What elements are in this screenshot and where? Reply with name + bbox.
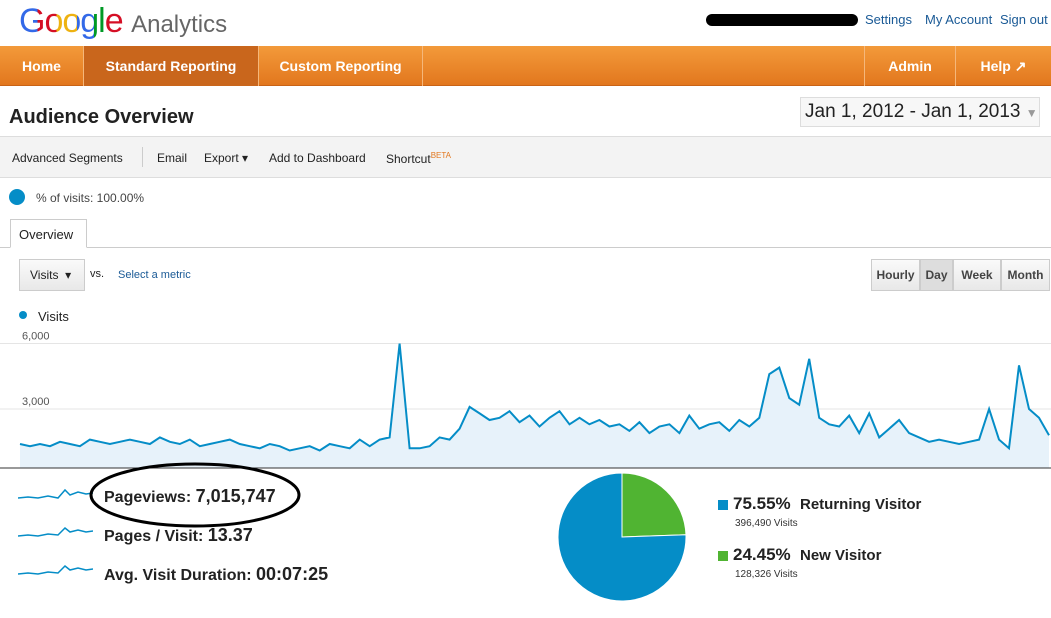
metric-select-label: Visits — [30, 268, 59, 282]
tab-line — [0, 247, 1051, 248]
y-tick-label: 3,000 — [22, 396, 50, 408]
toolbar-label: Shortcut — [386, 152, 431, 166]
logo-product: Analytics — [131, 11, 228, 38]
select-metric[interactable]: Select a metric — [118, 269, 191, 281]
pie-percent: 75.55% — [733, 494, 791, 513]
metric: Pages / Visit: 13.37 — [104, 525, 253, 546]
toolbar-label: Export — [204, 151, 239, 165]
date-range-text: Jan 1, 2012 - Jan 1, 2013 — [805, 101, 1021, 122]
granularity-button[interactable]: Week — [953, 259, 1001, 291]
separator — [142, 147, 143, 167]
nav-item-active[interactable]: Standard Reporting — [84, 46, 259, 86]
legend-swatch — [718, 500, 728, 510]
granularity-button[interactable]: Hourly — [871, 259, 920, 291]
metric: Pageviews: 7,015,747 — [104, 486, 276, 507]
sparklines — [18, 488, 93, 575]
area — [20, 343, 1049, 468]
y-tick-label: 6,000 — [22, 331, 50, 343]
granularity-button-active[interactable]: Day — [920, 259, 953, 291]
legend-dot — [19, 311, 27, 319]
toolbar-item[interactable]: Export ▾ — [204, 151, 249, 165]
metric: Avg. Visit Duration: 00:07:25 — [104, 564, 328, 585]
header-link[interactable]: My Account — [925, 12, 993, 27]
date-range[interactable]: Jan 1, 2012 - Jan 1, 2013 ▼ — [800, 97, 1040, 127]
page-title: Audience Overview — [9, 106, 194, 128]
pie-visits: 128,326 Visits — [735, 569, 798, 580]
line-chart: 3,000 6,000 — [0, 331, 1051, 469]
pie-slice — [557, 472, 687, 602]
logo[interactable]: Google Analytics — [19, 2, 227, 41]
segment-label: % of visits: 100.00% — [36, 191, 145, 205]
toolbar-item[interactable]: ShortcutBETA — [386, 151, 451, 166]
toolbar-item[interactable]: Add to Dashboard — [269, 151, 366, 165]
metric-value: 13.37 — [207, 525, 253, 545]
metric-label: Pageviews: — [104, 489, 192, 506]
pie-category: Returning Visitor — [800, 496, 922, 513]
header-link[interactable]: Sign out — [1000, 12, 1048, 27]
metric-value: 00:07:25 — [256, 564, 329, 584]
metric-select[interactable]: Visits ▾ — [19, 259, 85, 291]
nav-bar: Home Standard Reporting Custom Reporting… — [0, 46, 1051, 86]
tab[interactable]: Overview — [10, 219, 87, 248]
logo-google: Google — [19, 2, 124, 40]
nav-item[interactable]: Help ↗ — [980, 58, 1027, 74]
pie-chart — [557, 472, 687, 602]
toolbar-item[interactable]: Advanced Segments — [12, 151, 123, 165]
metric-label: Avg. Visit Duration: — [104, 567, 252, 584]
annotation-ellipse — [89, 462, 301, 528]
nav-item[interactable]: Custom Reporting — [259, 46, 423, 86]
legend-label: Visits — [38, 309, 69, 324]
nav-item[interactable]: Home — [0, 46, 84, 86]
beta-badge: BETA — [430, 151, 452, 160]
pie-category: New Visitor — [800, 547, 882, 564]
header-link[interactable]: Settings — [865, 12, 912, 27]
nav-label: Help — [980, 58, 1011, 74]
pie-slice — [621, 472, 687, 538]
redaction — [706, 14, 858, 26]
granularity-button[interactable]: Month — [1001, 259, 1050, 291]
nav-item[interactable]: Admin — [864, 46, 956, 86]
pie-percent: 24.45% — [733, 545, 791, 564]
vs-label: vs. — [90, 268, 105, 280]
pie-visits: 396,490 Visits — [735, 518, 798, 529]
segment-pie — [9, 189, 25, 205]
metric-label: Pages / Visit: — [104, 528, 204, 545]
line — [19, 343, 1050, 452]
metric-value: 7,015,747 — [195, 486, 276, 506]
legend-swatch — [718, 551, 728, 561]
toolbar — [0, 136, 1051, 178]
toolbar-item[interactable]: Email — [157, 151, 188, 165]
